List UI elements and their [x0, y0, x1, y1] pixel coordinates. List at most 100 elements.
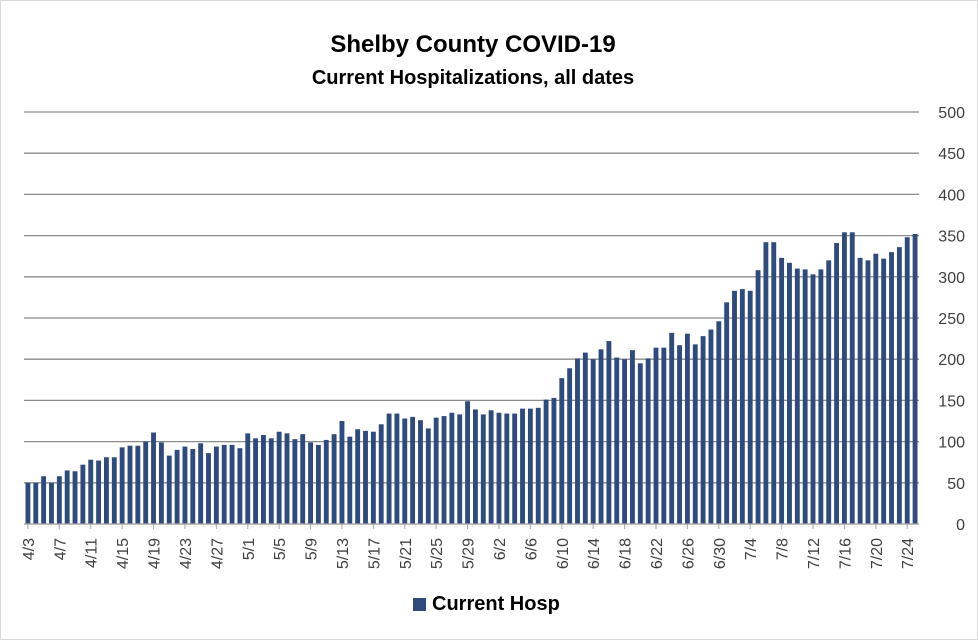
bar [779, 257, 785, 524]
bar [582, 352, 588, 524]
legend-label: Current Hosp [432, 593, 560, 615]
bar [857, 257, 863, 524]
bar [410, 416, 416, 524]
bar [669, 332, 675, 524]
bar [300, 434, 306, 524]
bar [496, 412, 502, 524]
bar [339, 421, 345, 524]
bar [41, 476, 47, 524]
bar [276, 431, 282, 524]
bar [394, 413, 400, 524]
x-tick-label: 6/18 [618, 538, 635, 569]
x-tick-label: 7/8 [775, 538, 792, 560]
bar [841, 232, 847, 524]
bar [119, 447, 125, 524]
bar [826, 260, 832, 524]
bar [56, 476, 62, 524]
y-tick-label: 300 [938, 270, 965, 287]
bar [889, 252, 894, 524]
bar [849, 232, 855, 524]
bar [559, 378, 565, 524]
x-tick-label: 7/20 [869, 538, 886, 569]
bar [378, 424, 384, 524]
bar [347, 436, 353, 524]
x-tick-label: 4/27 [209, 538, 226, 569]
bar [135, 445, 141, 524]
bar [284, 433, 290, 524]
x-tick-label: 5/25 [429, 538, 446, 569]
x-tick-label: 6/6 [523, 538, 540, 560]
chart-subtitle: Current Hospitalizations, all dates [311, 67, 635, 89]
bar [268, 438, 274, 524]
bar [64, 470, 70, 524]
bar [865, 260, 871, 524]
bar [465, 401, 471, 524]
y-tick-label: 250 [938, 311, 965, 328]
bar [151, 432, 156, 524]
bar [96, 460, 102, 524]
bar [127, 445, 133, 524]
y-tick-label: 50 [947, 476, 965, 493]
x-tick-label: 7/4 [743, 538, 760, 560]
bar [355, 429, 361, 524]
bar [520, 408, 525, 524]
bar [912, 233, 918, 524]
bar [331, 434, 337, 524]
bar [323, 439, 329, 524]
bar [771, 242, 777, 524]
bar [653, 347, 659, 524]
bar [253, 438, 259, 524]
bar [818, 269, 824, 524]
bar [763, 242, 769, 524]
x-tick-label: 7/24 [900, 538, 917, 569]
bar [551, 397, 557, 524]
bar [80, 464, 86, 524]
bar [755, 270, 761, 524]
bar [512, 413, 518, 524]
x-tick-label: 4/7 [52, 538, 69, 560]
bar [363, 430, 368, 524]
x-tick-label: 6/30 [712, 538, 729, 569]
bar [802, 269, 808, 524]
bar [25, 482, 31, 524]
x-tick-label: 5/13 [335, 538, 352, 569]
bar [598, 349, 604, 524]
y-tick-label: 350 [938, 229, 965, 246]
bar [480, 414, 486, 524]
bar [739, 289, 745, 524]
x-tick-label: 5/29 [461, 538, 478, 569]
bar [567, 368, 573, 524]
bar [158, 442, 164, 524]
bar [684, 333, 690, 524]
bar [221, 444, 227, 524]
bar [190, 449, 196, 524]
x-tick-label: 6/26 [680, 538, 697, 569]
bar [166, 455, 172, 524]
x-tick-label: 7/16 [837, 538, 854, 569]
x-tick-label: 6/10 [555, 538, 572, 569]
bar [143, 441, 149, 524]
bar [245, 433, 251, 524]
x-tick-label: 6/22 [649, 538, 666, 569]
bar [174, 449, 180, 524]
bar [661, 347, 667, 524]
bar [72, 471, 78, 524]
x-tick-label: 6/14 [586, 538, 603, 569]
chart-title: Shelby County COVID-19 [330, 31, 616, 58]
legend: Current Hosp [413, 593, 560, 616]
x-tick-label: 5/21 [398, 538, 415, 569]
bar [229, 444, 235, 524]
bar [457, 414, 463, 524]
bar [834, 243, 839, 525]
bar [732, 290, 737, 524]
bar [261, 435, 266, 524]
y-tick-label: 100 [938, 435, 965, 452]
bar [49, 482, 54, 524]
bar [708, 329, 714, 524]
bar [630, 350, 635, 524]
x-tick-label: 4/15 [115, 538, 132, 569]
bar [677, 345, 682, 524]
x-tick-label: 4/3 [21, 538, 38, 560]
